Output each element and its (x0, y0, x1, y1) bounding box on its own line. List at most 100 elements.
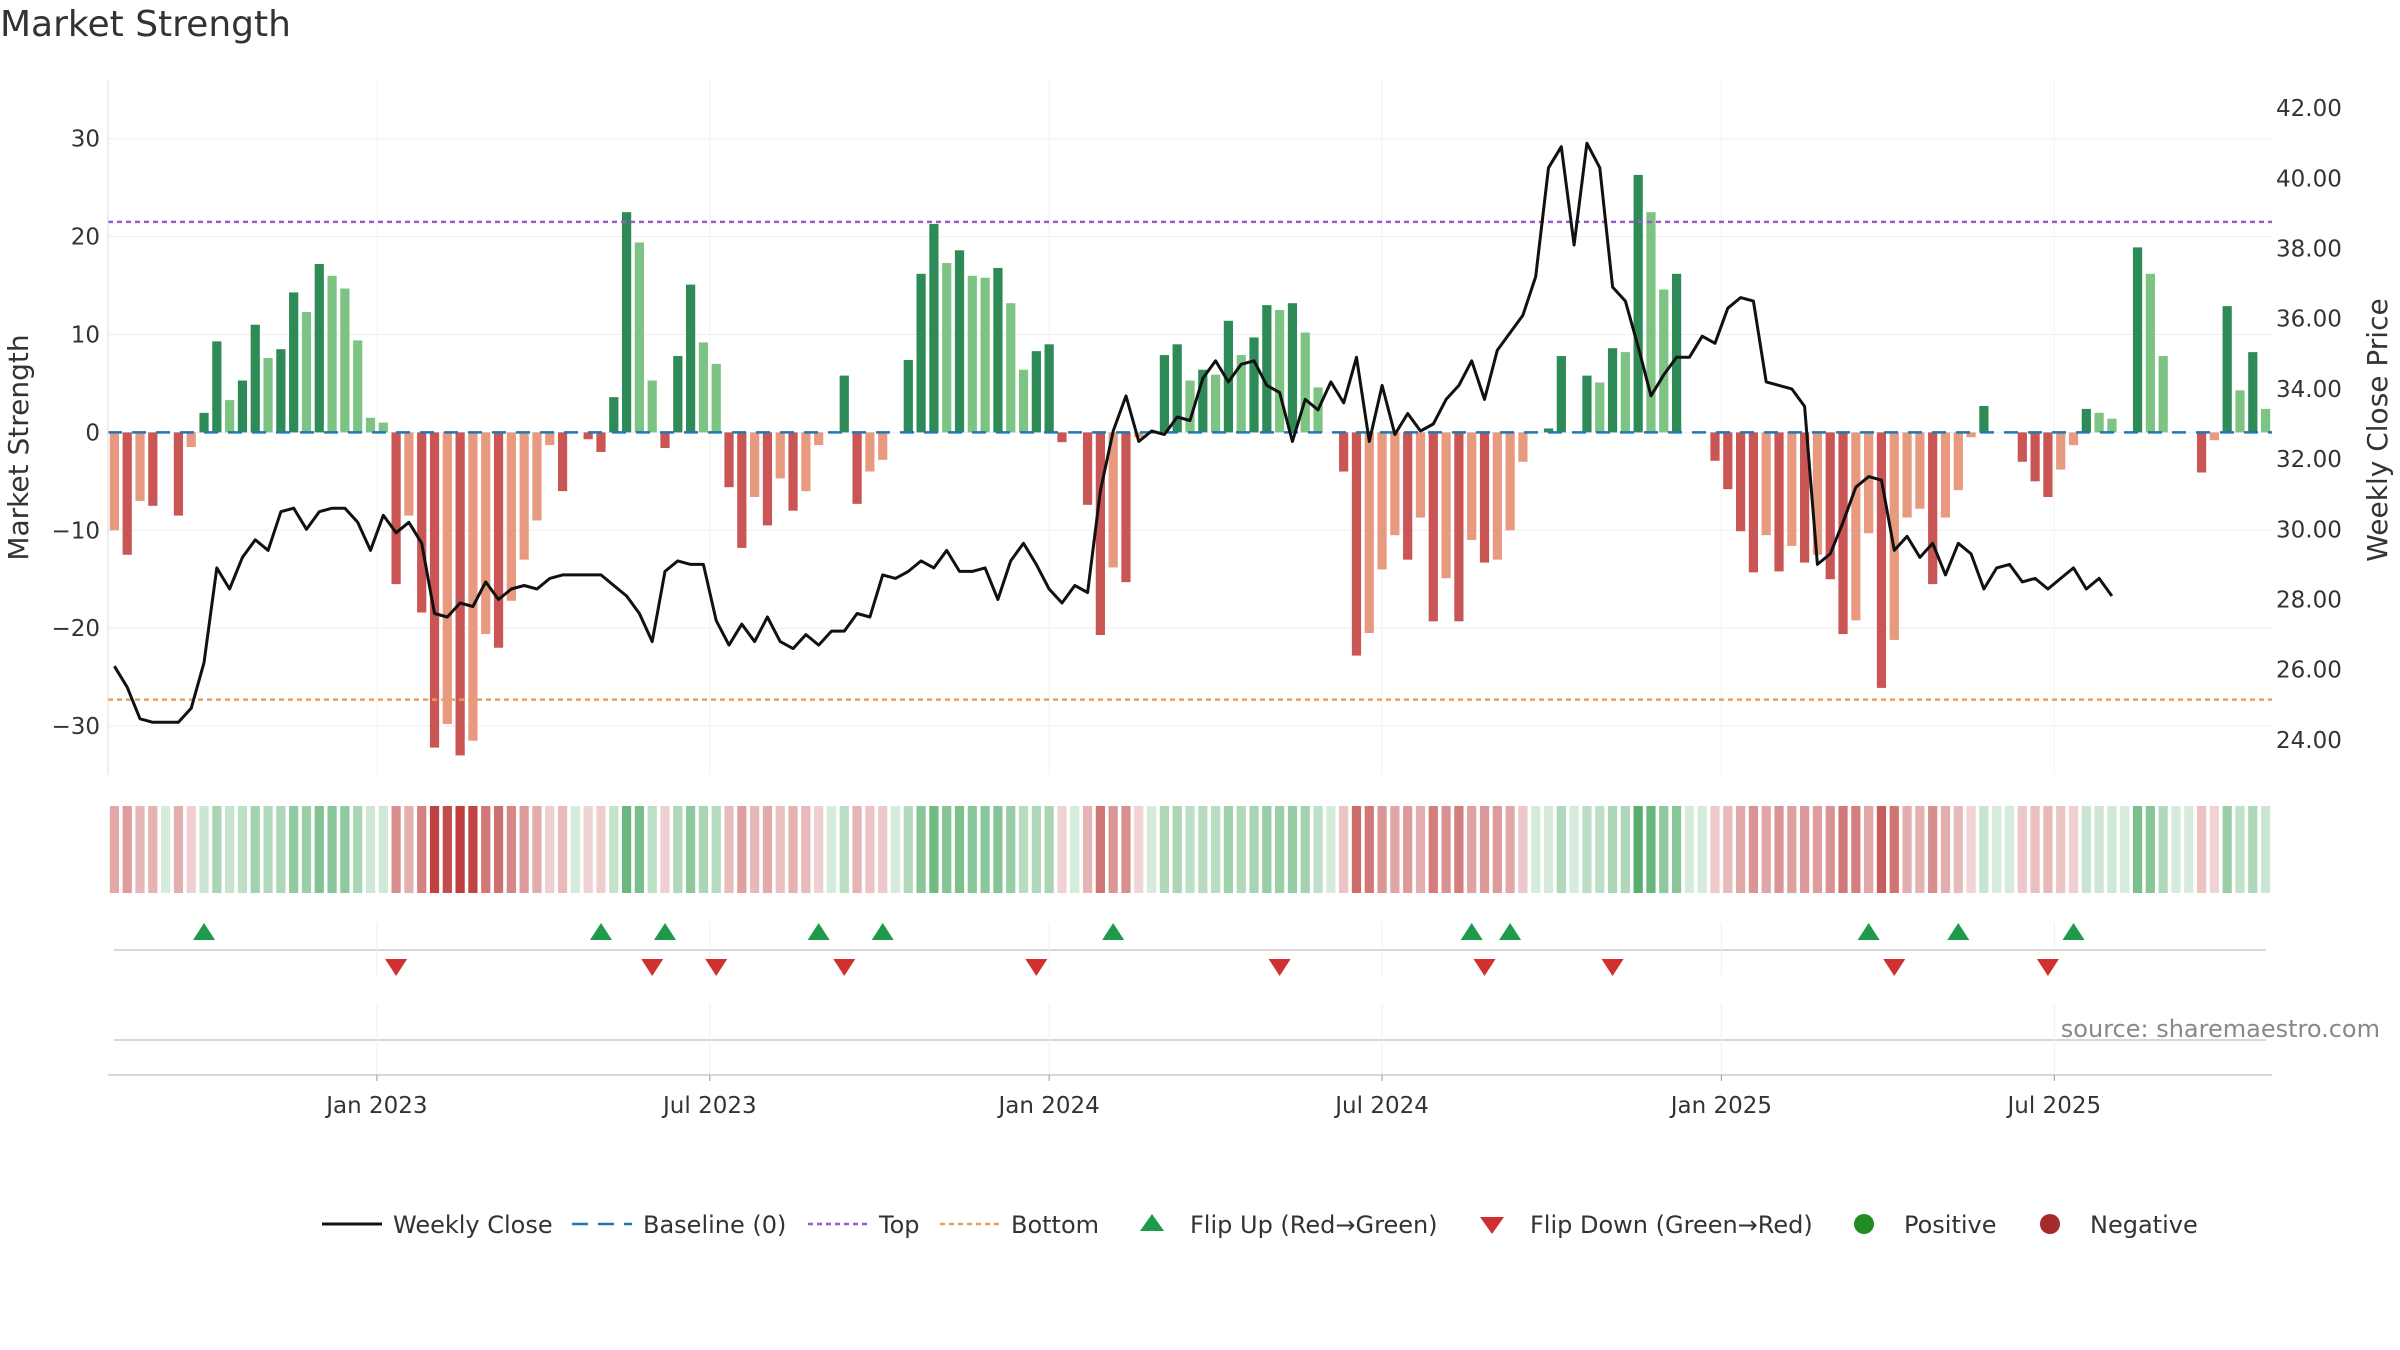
strength-bar (2030, 432, 2040, 482)
heat-cell (378, 806, 388, 893)
legend-flip-down[interactable]: Flip Down (Green→Red) (1480, 1211, 1813, 1239)
heat-cell (468, 806, 478, 893)
heat-cell (404, 806, 414, 893)
strength-bar (954, 250, 965, 433)
heat-cell (1889, 806, 1899, 893)
strength-bar (1377, 432, 1387, 570)
strength-bar (1979, 405, 1989, 433)
heat-cell (1902, 806, 1912, 893)
strength-bar (2145, 273, 2155, 433)
legend-positive[interactable]: Positive (1854, 1211, 1997, 1239)
strength-bar (1057, 432, 1067, 443)
flip-up-marker (193, 923, 216, 940)
heat-cell (762, 806, 773, 893)
flip-up-marker (654, 923, 677, 940)
strength-heat-strip (109, 806, 2271, 893)
heat-cell (186, 806, 196, 893)
heat-cell (135, 806, 145, 893)
strength-bar (237, 380, 248, 433)
legend-label: Flip Up (Red→Green) (1190, 1211, 1438, 1239)
strength-bar (1492, 432, 1502, 560)
strength-bar (1300, 332, 1310, 433)
heat-cell (1313, 806, 1323, 893)
strength-bar (1774, 432, 1784, 572)
heat-cell (2068, 806, 2079, 893)
heat-cell (1198, 806, 1208, 893)
heat-cell (980, 806, 990, 893)
heat-cell (1262, 806, 1272, 893)
strength-bar (109, 432, 120, 531)
heat-cell (890, 806, 901, 893)
heat-cell (2184, 806, 2194, 893)
legend-swatch-circle (2040, 1214, 2060, 1234)
strength-bar (455, 432, 465, 756)
legend-weekly-close[interactable]: Weekly Close (322, 1211, 553, 1239)
heat-cell (301, 806, 312, 893)
strength-bar (673, 356, 683, 433)
strength-bar (532, 432, 542, 521)
heat-cell (993, 806, 1003, 893)
heat-cell (289, 806, 299, 893)
heat-cell (826, 806, 837, 893)
heat-cell (2171, 806, 2181, 893)
heat-cell (2004, 806, 2015, 893)
heat-cell (2145, 806, 2155, 893)
legend-flip-up[interactable]: Flip Up (Red→Green) (1140, 1211, 1438, 1239)
strength-bar (1134, 432, 1144, 438)
flip-down-marker (1601, 959, 1624, 976)
heat-cell (2081, 806, 2091, 893)
strength-bar (1928, 432, 1938, 585)
heat-cell (1275, 806, 1285, 893)
legend-negative[interactable]: Negative (2040, 1211, 2198, 1239)
heat-cell (417, 806, 427, 893)
y-right-tick-label: 42.00 (2276, 96, 2342, 122)
heat-cell (1979, 806, 1989, 893)
heat-cell (1185, 806, 1195, 893)
heat-cell (929, 806, 939, 893)
strength-bar (750, 432, 760, 497)
strength-bar (1095, 432, 1105, 636)
strength-bar (1121, 432, 1131, 583)
legend-bottom[interactable]: Bottom (940, 1211, 1099, 1239)
strength-bar (1671, 273, 1682, 433)
strength-bar (2107, 418, 2117, 433)
legend-top[interactable]: Top (808, 1211, 920, 1239)
strength-bar (404, 432, 414, 516)
legend-baseline[interactable]: Baseline (0) (572, 1211, 786, 1239)
heat-cell (1518, 806, 1528, 893)
heat-cell (916, 806, 926, 893)
strength-bar (1082, 432, 1093, 505)
strength-bar (1185, 380, 1195, 433)
flip-up-marker (589, 923, 612, 940)
strength-bar (250, 324, 260, 433)
strength-bar (493, 432, 504, 648)
heat-cell (1723, 806, 1733, 893)
strength-bar (839, 375, 849, 433)
heat-cell (1134, 806, 1144, 893)
y-right-tick-label: 24.00 (2276, 728, 2342, 754)
heat-cell (1390, 806, 1400, 893)
strength-bar (2260, 408, 2271, 433)
strength-bar (1659, 289, 1669, 433)
y-right-tick-label: 30.00 (2276, 517, 2342, 543)
strength-bar (122, 432, 132, 555)
strength-bar (1556, 356, 1566, 433)
heat-cell (1364, 806, 1374, 893)
legend-label: Positive (1904, 1211, 1997, 1239)
heat-cell (2043, 806, 2053, 893)
strength-bar (1006, 303, 1016, 433)
strength-bar (1339, 432, 1349, 472)
heat-cell (2030, 806, 2040, 893)
legend[interactable]: Weekly Close Baseline (0) Top Bottom Flip Up… (322, 1211, 2198, 1239)
strength-bar (1633, 174, 1643, 433)
legend-label: Negative (2090, 1211, 2198, 1239)
strength-bar (1198, 369, 1208, 433)
x-tick-label: Jul 2025 (2006, 1093, 2102, 1119)
strength-bar (916, 273, 926, 433)
heat-cell (1057, 806, 1067, 893)
flip-down-marker (833, 959, 856, 976)
heat-cell (1172, 806, 1182, 893)
heat-cell (327, 806, 337, 893)
heat-cell (109, 806, 120, 893)
strength-bar (2081, 408, 2091, 433)
